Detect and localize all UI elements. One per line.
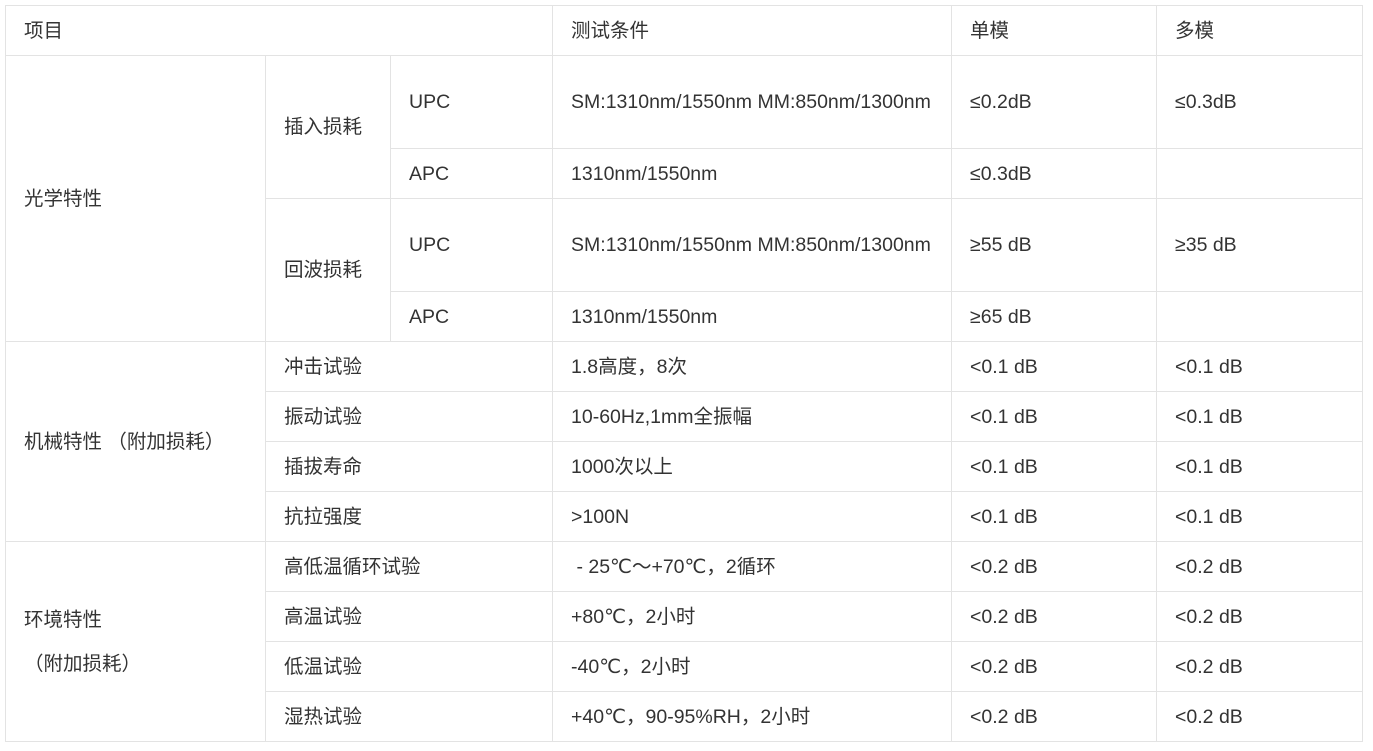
mm-cell: <0.2 dB [1156,591,1364,642]
condition-cell: 1.8高度，8次 [552,341,953,392]
sm-cell: ≤0.3dB [951,148,1158,199]
mm-cell: <0.2 dB [1156,641,1364,692]
condition-cell: >100N [552,491,953,542]
header-multimode: 多模 [1156,5,1364,56]
type-cell: UPC [389,198,554,292]
subgroup-return: 回波损耗 [265,198,391,342]
condition-cell: +40℃，90-95%RH，2小时 [552,691,953,742]
header-item: 项目 [4,5,554,56]
table-row: 插拔寿命 1000次以上 <0.1 dB <0.1 dB [6,441,1364,492]
condition-cell: -40℃，2小时 [552,641,953,692]
condition-cell: SM:1310nm/1550nm MM:850nm/1300nm [552,55,953,149]
table-row: 湿热试验 +40℃，90-95%RH，2小时 <0.2 dB <0.2 dB [6,691,1364,742]
table-row: 光学特性 插入损耗 UPC SM:1310nm/1550nm MM:850nm/… [5,55,1364,342]
mm-cell: <0.1 dB [1156,441,1364,492]
sm-cell: <0.2 dB [951,691,1158,742]
group-optical: 光学特性 [5,55,266,342]
condition-cell: SM:1310nm/1550nm MM:850nm/1300nm [552,198,953,292]
item-cell: 湿热试验 [264,691,554,742]
header-condition: 测试条件 [552,5,953,56]
condition-cell: 1310nm/1550nm [552,291,953,342]
sm-cell: ≤0.2dB [951,55,1158,149]
sm-cell: <0.1 dB [951,491,1158,542]
table-row: 抗拉强度 >100N <0.1 dB <0.1 dB [6,491,1364,542]
item-cell: 低温试验 [264,641,554,692]
mm-cell: <0.1 dB [1156,491,1364,542]
subgroup-insertion: 插入损耗 [265,55,391,199]
group-label: 环境特性 [24,608,103,631]
condition-cell: - 25℃～+70℃，2循环 [552,541,953,592]
table-row: APC 1310nm/1550nm ≥65 dB [6,291,1364,342]
group-sublabel: （附加损耗） [24,652,142,675]
sm-cell: ≥65 dB [951,291,1158,342]
type-cell: APC [389,291,554,342]
sm-cell: <0.2 dB [951,541,1158,592]
item-cell: 高温试验 [264,591,554,642]
condition-cell: 10-60Hz,1mm全振幅 [552,391,953,442]
header-row: 项目 测试条件 单模 多模 [4,5,1364,56]
item-cell: 振动试验 [264,391,554,442]
table-row: 环境特性 （附加损耗） 高低温循环试验 - 25℃～+70℃，2循环 <0.2 d… [5,541,1364,742]
table-row: 机械特性 （附加损耗） 冲击试验 1.8高度，8次 <0.1 dB <0.1 d… [5,341,1364,542]
mm-cell [1156,148,1364,199]
mm-cell: ≥35 dB [1156,198,1364,292]
sm-cell: ≥55 dB [951,198,1158,292]
item-cell: 插拔寿命 [264,441,554,492]
mm-cell: <0.2 dB [1156,691,1364,742]
header-singlemode: 单模 [951,5,1158,56]
group-environment: 环境特性 （附加损耗） [5,541,266,742]
mm-cell [1156,291,1364,342]
mm-cell: <0.1 dB [1156,391,1364,442]
table-row: 回波损耗 UPC SM:1310nm/1550nm MM:850nm/1300n… [6,198,1364,342]
sm-cell: <0.2 dB [951,591,1158,642]
table-row: 高温试验 +80℃，2小时 <0.2 dB <0.2 dB [6,591,1364,642]
mm-cell: ≤0.3dB [1156,55,1364,149]
item-cell: 冲击试验 [264,341,554,392]
sm-cell: <0.1 dB [951,391,1158,442]
item-cell: 高低温循环试验 [264,541,554,592]
condition-cell: 1310nm/1550nm [552,148,953,199]
condition-cell: +80℃，2小时 [552,591,953,642]
type-cell: APC [389,148,554,199]
group-mechanical: 机械特性 （附加损耗） [5,341,266,542]
sm-cell: <0.1 dB [951,341,1158,392]
condition-cell: 1000次以上 [552,441,953,492]
table-row: 振动试验 10-60Hz,1mm全振幅 <0.1 dB <0.1 dB [6,391,1364,442]
spec-table: 项目 测试条件 单模 多模 光学特性 插入损耗 UPC SM:1310nm/15… [4,5,1364,742]
sm-cell: <0.1 dB [951,441,1158,492]
type-cell: UPC [389,55,554,149]
sm-cell: <0.2 dB [951,641,1158,692]
item-cell: 抗拉强度 [264,491,554,542]
mm-cell: <0.1 dB [1156,341,1364,392]
table-row: APC 1310nm/1550nm ≤0.3dB [6,148,1364,199]
mm-cell: <0.2 dB [1156,541,1364,592]
